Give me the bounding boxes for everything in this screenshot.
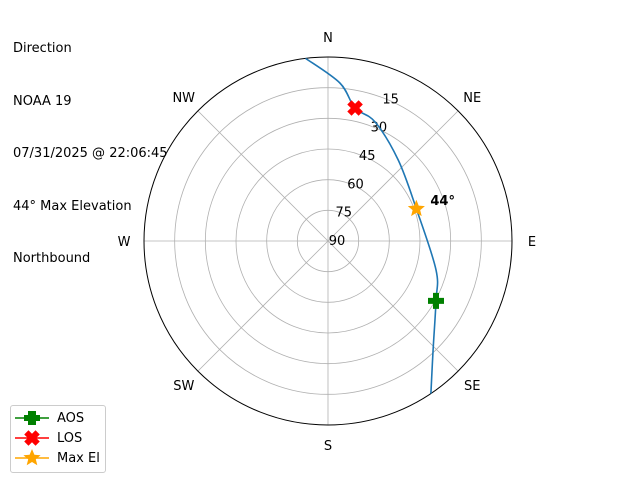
polar-frame	[143, 56, 513, 426]
angular-tick-label: N	[323, 31, 333, 46]
star-icon	[15, 449, 49, 466]
marker-aos	[428, 292, 445, 309]
title-line: NOAA 19	[13, 93, 72, 109]
chart-title: Direction NOAA 19 07/31/2025 @ 22:06:45 …	[13, 5, 168, 303]
plus-icon	[15, 411, 49, 425]
angular-tick-label: NE	[463, 91, 481, 106]
title-line: 44° Max Elevation	[13, 198, 132, 214]
angular-tick-label: SE	[464, 379, 480, 394]
title-line: 07/31/2025 @ 22:06:45	[13, 146, 168, 161]
annotation-label: 44°	[430, 194, 455, 209]
grid-spoke	[197, 110, 329, 242]
grid-spoke	[197, 240, 329, 372]
radial-tick-label: 60	[347, 177, 364, 192]
grid-spoke	[327, 240, 459, 372]
angular-tick-label: E	[528, 235, 536, 250]
legend-maxel: Max El	[15, 448, 100, 468]
angular-tick-label: NW	[172, 91, 195, 106]
marker-maxel	[407, 199, 425, 217]
legend: AOS LOS Max El	[10, 405, 106, 473]
title-line: Direction	[13, 41, 72, 56]
angular-tick-label: SW	[173, 379, 194, 394]
radial-tick-label: 15	[382, 92, 399, 107]
angular-tick-label: S	[324, 439, 332, 454]
track-line	[305, 57, 439, 394]
radial-tick-label: 45	[359, 149, 376, 164]
marker-los	[347, 100, 363, 116]
title-line: Northbound	[13, 251, 91, 266]
legend-aos: AOS	[15, 408, 84, 428]
grid-spoke	[327, 110, 459, 242]
angular-tick-label: W	[118, 235, 131, 250]
radial-tick-label: 90	[329, 234, 346, 249]
legend-los: LOS	[15, 428, 82, 448]
radial-tick-label: 75	[335, 206, 352, 221]
x-icon	[15, 430, 49, 446]
